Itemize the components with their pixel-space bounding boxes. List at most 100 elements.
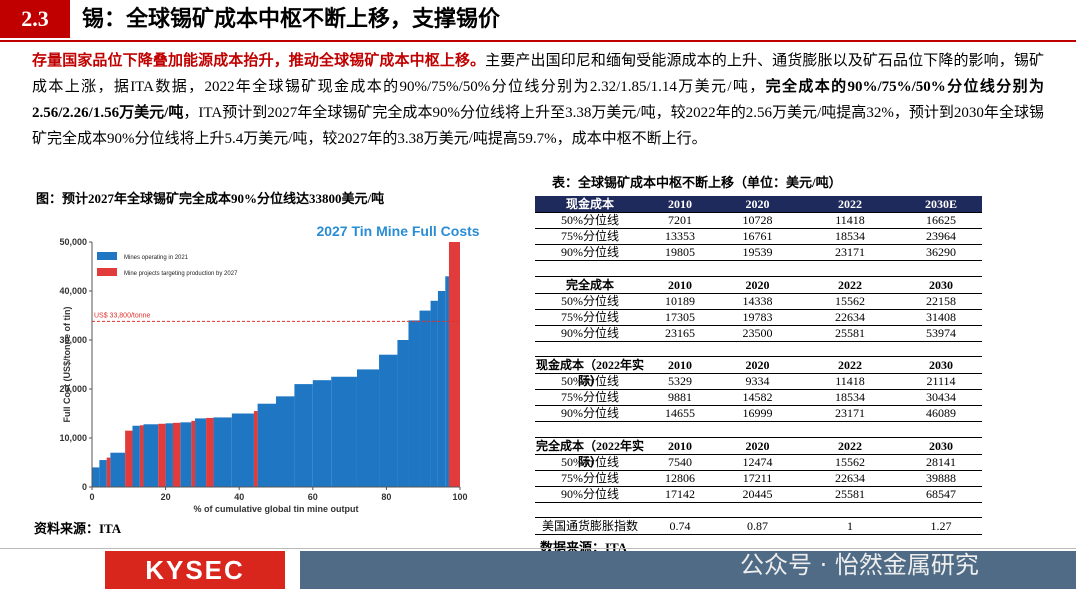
bar (106, 457, 111, 487)
table-cell: 90%分位线 (561, 486, 619, 501)
table-cell: 7540 (668, 454, 692, 469)
bar (253, 411, 258, 487)
table-rule (535, 228, 982, 229)
bar (276, 396, 295, 487)
table-cell: 75%分位线 (561, 229, 619, 243)
table-cell: 30434 (926, 390, 956, 404)
legend-swatch (97, 252, 117, 260)
bar (132, 425, 140, 487)
x-tick-label: 0 (89, 492, 94, 502)
table-header-cell: 2020 (745, 438, 770, 453)
bar (139, 425, 144, 487)
x-tick-label: 80 (381, 492, 391, 502)
table-cell: 18534 (835, 229, 865, 243)
table-header-cell: 2010 (668, 358, 692, 372)
table-cell: 18534 (835, 390, 865, 404)
table-cell: 46089 (926, 406, 956, 420)
table-cell: 90%分位线 (561, 406, 619, 420)
table-cell: 22634 (835, 309, 865, 324)
legend-label: Mine projects targeting production by 20… (124, 271, 238, 277)
table-cell: 10189 (665, 293, 695, 308)
y-tick-label: 0 (82, 482, 87, 492)
x-axis-label: % of cumulative global tin mine output (193, 504, 358, 514)
table-cell: 28141 (926, 454, 956, 469)
paragraph: 存量国家品位下降叠加能源成本抬升，推动全球锡矿成本中枢上移。主要产出国印尼和缅甸… (32, 48, 1044, 152)
bar (191, 420, 196, 487)
table-cell: 50%分位线 (561, 213, 619, 227)
bar (430, 300, 438, 487)
y-tick-label: 10,000 (59, 433, 87, 443)
bar (99, 460, 107, 487)
table-cell: 75%分位线 (561, 470, 619, 485)
table-cell: 美国通货膨胀指数 (541, 519, 638, 533)
table-cell: 25581 (835, 325, 865, 340)
bar (331, 376, 357, 487)
table-cell: 90%分位线 (561, 245, 619, 259)
paragraph-segment: 存量国家品位下降叠加能源成本抬升，推动全球锡矿成本中枢上移。 (32, 53, 486, 69)
footer-rule (0, 548, 1076, 549)
legend-swatch (97, 268, 117, 276)
table-header-cell: 2022 (838, 358, 862, 372)
table-cell: 53974 (926, 325, 956, 340)
table-cell: 16761 (742, 229, 773, 243)
watermark: 公众号 · 怡然金属研究 (740, 551, 979, 579)
y-axis-label: Full Cost (US$/tonne of tin) (62, 307, 72, 423)
bar (165, 423, 173, 487)
bar (312, 380, 332, 487)
table-cell: 11418 (835, 374, 865, 388)
table-cell: 22634 (835, 470, 865, 485)
table-cell: 19805 (665, 245, 695, 259)
bar (448, 242, 460, 487)
table-header-cell: 2030 (929, 358, 953, 372)
table-header-cell: 2030 (929, 438, 953, 453)
bar (397, 340, 409, 487)
table-cell: 15562 (835, 293, 865, 308)
x-tick-label: 60 (308, 492, 318, 502)
chart: 0 10,000 20,000 30,000 40,000 50,000 0 20 40 60 80… (59, 215, 480, 514)
table-cell: 17211 (742, 470, 773, 485)
paragraph-segment: 主要产出国印尼和缅甸受能源成本的上升、通货膨胀以及矿石品位下降的影响，锡矿成本上… (32, 53, 1044, 95)
chart-title: 2027 Tin Mine Full Costs (316, 223, 479, 239)
table-cell: 50%分位线 (561, 374, 619, 388)
bar (213, 417, 232, 487)
table-cell: 50%分位线 (561, 293, 619, 308)
legend-label: Mines operating in 2021 (124, 255, 189, 261)
table-rule (535, 485, 982, 487)
table-cell: 19539 (742, 245, 773, 259)
table-rule (535, 389, 982, 390)
table-header-cell: 2020 (745, 277, 770, 292)
table-cell: 36290 (926, 245, 956, 259)
y-tick-label: 20,000 (59, 384, 87, 394)
x-tick-label: 20 (161, 492, 171, 502)
table-cell: 75%分位线 (561, 309, 619, 324)
bar (257, 403, 276, 487)
table-cell: 68547 (926, 486, 956, 501)
y-tick-label: 40,000 (59, 286, 87, 296)
title-rule (0, 40, 1076, 42)
table-cell: 75%分位线 (561, 390, 619, 404)
table-cell: 23964 (926, 229, 956, 243)
table-rule (535, 275, 982, 277)
table-cell: 5329 (668, 374, 692, 388)
table-cell: 13353 (665, 229, 695, 243)
table-cell: 15562 (835, 454, 865, 469)
table-rule (535, 534, 982, 535)
table-cell: 10728 (742, 213, 773, 227)
logo: KYSEC (105, 551, 285, 589)
table-cell: 90%分位线 (561, 325, 619, 340)
table-rule (535, 405, 982, 406)
bar (437, 291, 446, 487)
table-cell: 14582 (742, 390, 773, 404)
table-rule (535, 453, 982, 455)
table-header-cell: 完全成本（2022年实际） (535, 438, 644, 469)
table-rule (535, 244, 982, 245)
bar (172, 422, 181, 487)
table-cell: 12474 (742, 454, 773, 469)
table-header-cell: 2010 (645, 196, 715, 212)
table-rule (535, 292, 982, 294)
table-cell: 19783 (742, 309, 773, 324)
x-tick-label: 40 (234, 492, 244, 502)
table-rule (535, 436, 982, 438)
bar (206, 417, 214, 487)
table-rule (535, 469, 982, 471)
